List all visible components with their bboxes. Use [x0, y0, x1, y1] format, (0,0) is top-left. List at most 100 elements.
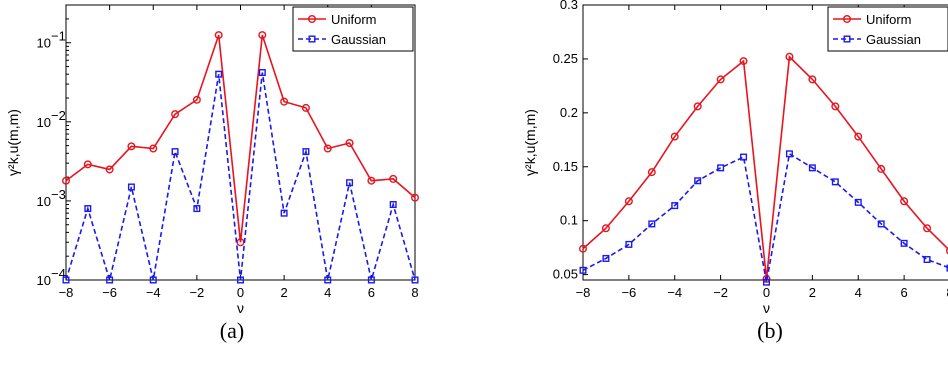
y-axis-label: γ²k,u(m,m) [522, 109, 538, 176]
uniform-point [877, 164, 886, 173]
uniform-point [854, 132, 863, 141]
x-tick-label: 6 [901, 285, 908, 300]
uniform-point [280, 97, 289, 106]
gaussian-point [193, 205, 201, 213]
uniform-point [258, 31, 267, 40]
uniform-series-line [65, 34, 416, 243]
legend-label-uniform: Uniform [331, 12, 377, 27]
legend-label-gaussian: Gaussian [866, 32, 921, 47]
gaussian-point [763, 278, 771, 286]
legend-marker-uniform [308, 14, 317, 23]
uniform-point [693, 102, 702, 111]
uniform-point [946, 247, 948, 255]
x-tick-label: 2 [809, 285, 816, 300]
legend: Uniform Gaussian [292, 6, 414, 52]
x-tick-label: −6 [102, 285, 117, 300]
gaussian-point [236, 276, 244, 284]
panel-a-chart: −8 −6 −4 −2 0 2 4 6 810−410−310−210 −1νγ²k,u(m,m)… [5, 4, 420, 343]
x-tick-label: −2 [189, 285, 204, 300]
x-tick-label: 8 [411, 285, 418, 300]
gaussian-point [671, 202, 679, 210]
y-axis-label: γ²k,u(m,m) [5, 109, 21, 176]
uniform-point [171, 110, 180, 119]
gaussian-point [346, 179, 354, 187]
legend-box [292, 6, 414, 52]
uniform-point [127, 142, 136, 151]
x-tick-label: 0 [763, 285, 770, 300]
legend: Uniform Gaussian [827, 6, 948, 52]
x-tick-label: 0 [237, 285, 244, 300]
y-tick-label: 0.1 [560, 213, 578, 228]
gaussian-series-line [65, 72, 416, 284]
uniform-point [785, 52, 794, 61]
uniform-point [367, 176, 376, 185]
gaussian-point [171, 148, 179, 156]
y-tick-label: 0.2 [560, 105, 578, 120]
legend-box [827, 6, 948, 52]
y-tick-label: 10 [37, 36, 51, 51]
gaussian-point [258, 69, 266, 77]
gaussian-point [389, 201, 397, 209]
gaussian-point [877, 220, 885, 228]
gaussian-point [900, 239, 908, 247]
uniform-point [345, 138, 354, 147]
gaussian-point [367, 276, 375, 284]
uniform-point [808, 75, 817, 84]
uniform-point [923, 224, 932, 233]
uniform-point [411, 193, 420, 202]
x-tick-label: −8 [59, 285, 74, 300]
gaussian-point [280, 209, 288, 217]
uniform-series-line [582, 55, 948, 280]
x-tick-label: −4 [667, 285, 682, 300]
gaussian-point [215, 70, 223, 78]
y-tick-label: 0.25 [553, 51, 578, 66]
y-tick-label: 0.3 [560, 0, 578, 12]
uniform-point [149, 144, 158, 153]
legend-label-gaussian: Gaussian [331, 32, 386, 47]
x-tick-label: 2 [281, 285, 288, 300]
x-tick-label: −4 [146, 285, 161, 300]
uniform-point [831, 102, 840, 111]
gaussian-point [579, 266, 587, 274]
uniform-point [192, 95, 201, 104]
gaussian-point [84, 205, 92, 213]
x-tick-label: 6 [368, 285, 375, 300]
gaussian-point [717, 164, 725, 172]
y-tick-exponent: −4 [51, 266, 66, 281]
gaussian-point [324, 276, 332, 284]
uniform-point [716, 75, 725, 84]
uniform-point [214, 31, 223, 40]
panel-caption: (b) [757, 318, 783, 343]
gaussian-point [854, 198, 862, 206]
x-tick-label: −8 [576, 285, 591, 300]
panel-caption: (a) [220, 318, 244, 343]
gaussian-point [62, 276, 70, 284]
gaussian-point [106, 276, 114, 284]
x-tick-label: −2 [713, 285, 728, 300]
uniform-point [670, 132, 679, 141]
gaussian-point [411, 276, 419, 284]
gaussian-point [831, 178, 839, 186]
gaussian-point [808, 164, 816, 172]
y-tick-exponent: −1 [51, 29, 66, 44]
uniform-point [579, 244, 588, 253]
uniform-point [739, 57, 748, 66]
legend-marker-gaussian [843, 35, 851, 43]
gaussian-point [785, 150, 793, 158]
uniform-point [62, 176, 71, 185]
gaussian-point [625, 240, 633, 248]
uniform-point [105, 165, 114, 174]
legend-label-uniform: Uniform [866, 12, 912, 27]
gaussian-point [302, 148, 310, 156]
gaussian-point [127, 183, 135, 191]
x-axis-label: ν [763, 300, 770, 316]
gaussian-point [648, 220, 656, 228]
legend-marker-gaussian [308, 35, 316, 43]
y-tick-label: 10 [37, 115, 51, 130]
uniform-point [601, 224, 610, 233]
x-tick-label: 4 [324, 285, 331, 300]
gaussian-point [923, 256, 931, 264]
gaussian-series-line [582, 152, 948, 283]
uniform-point [83, 160, 92, 169]
gaussian-point [694, 177, 702, 185]
